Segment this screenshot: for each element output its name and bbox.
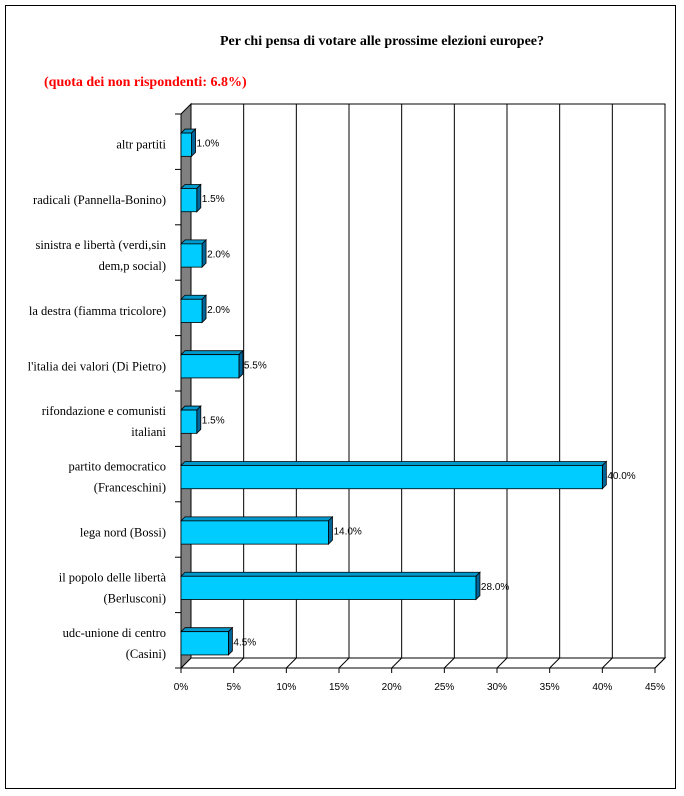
bar-side bbox=[601, 460, 607, 490]
x-tick-label: 45% bbox=[645, 682, 665, 693]
gridline-floor bbox=[338, 657, 350, 669]
bar-top bbox=[180, 571, 481, 577]
bar bbox=[180, 409, 198, 434]
x-tick-label: 5% bbox=[226, 682, 241, 693]
bar bbox=[180, 298, 203, 323]
gridline-floor bbox=[391, 657, 403, 669]
bar bbox=[180, 575, 477, 600]
gridline-floor bbox=[443, 657, 455, 669]
category-label: il popolo delle libertà bbox=[59, 570, 167, 584]
bar-side bbox=[328, 515, 333, 546]
bar bbox=[180, 354, 240, 379]
category-label: l'italia dei valori (Di Pietro) bbox=[28, 359, 166, 373]
category-label: partito democratico bbox=[68, 460, 166, 474]
bar-value-label: 1.0% bbox=[197, 139, 220, 150]
bar-side bbox=[475, 571, 481, 601]
x-tick-label: 15% bbox=[329, 682, 349, 693]
bar-value-label: 14.0% bbox=[333, 527, 361, 538]
bar-side bbox=[201, 238, 207, 269]
category-label: (Berlusconi) bbox=[104, 591, 166, 605]
category-label: radicali (Pannella-Bonino) bbox=[33, 193, 166, 207]
bar-side bbox=[196, 405, 202, 435]
bar-value-label: 28.0% bbox=[481, 582, 509, 593]
bar-side bbox=[191, 128, 196, 158]
chart-subtitle: (quota dei non rispondenti: 6.8%) bbox=[44, 75, 247, 90]
bar-top bbox=[180, 350, 244, 356]
category-label: udc-unione di centro bbox=[63, 626, 166, 640]
bar-value-label: 1.5% bbox=[202, 416, 225, 427]
bar-side bbox=[227, 626, 233, 656]
category-label: altr partiti bbox=[116, 138, 166, 152]
category-label: (Casini) bbox=[126, 647, 166, 661]
x-tick-label: 35% bbox=[540, 682, 560, 693]
bar-value-label: 4.5% bbox=[233, 637, 256, 648]
x-tick-label: 30% bbox=[487, 682, 507, 693]
category-label: rifondazione e comunisti bbox=[42, 404, 167, 418]
bar-value-label: 40.0% bbox=[607, 471, 635, 482]
bar bbox=[180, 132, 192, 157]
category-label: la destra (fiamma tricolore) bbox=[29, 304, 166, 318]
bar-value-label: 5.5% bbox=[244, 360, 267, 371]
x-tick-label: 25% bbox=[434, 682, 454, 693]
bar-top bbox=[180, 516, 334, 522]
bar-value-label: 2.0% bbox=[207, 305, 230, 316]
bar-value-label: 2.0% bbox=[207, 250, 230, 261]
gridline-floor bbox=[654, 657, 666, 669]
category-label: dem,p social) bbox=[99, 259, 166, 273]
bar-side bbox=[196, 183, 202, 213]
bar-side bbox=[201, 294, 207, 324]
bar-value-label: 1.5% bbox=[202, 194, 225, 205]
bar bbox=[180, 631, 229, 656]
x-tick-label: 10% bbox=[276, 682, 296, 693]
gridline-floor bbox=[496, 657, 508, 669]
gridline-floor bbox=[233, 657, 245, 669]
bar bbox=[180, 188, 198, 213]
x-tick-label: 0% bbox=[174, 682, 189, 693]
category-label: sinistra e libertà (verdi,sin bbox=[35, 238, 166, 252]
bar bbox=[180, 520, 329, 545]
category-label: lega nord (Bossi) bbox=[80, 526, 166, 540]
bar bbox=[180, 243, 203, 268]
category-label: (Franceschini) bbox=[94, 481, 166, 495]
bar-top bbox=[180, 461, 608, 466]
gridline-floor bbox=[601, 657, 613, 669]
chart-title: Per chi pensa di votare alle prossime el… bbox=[219, 34, 545, 49]
plot-floor bbox=[179, 657, 667, 669]
category-label: italiani bbox=[131, 425, 166, 439]
x-tick-label: 40% bbox=[592, 682, 612, 693]
bar-top bbox=[180, 627, 234, 633]
bar bbox=[180, 465, 603, 490]
bar-side bbox=[238, 349, 244, 379]
gridline-floor bbox=[549, 657, 561, 669]
x-tick-label: 20% bbox=[382, 682, 402, 693]
gridline-floor bbox=[285, 657, 297, 669]
